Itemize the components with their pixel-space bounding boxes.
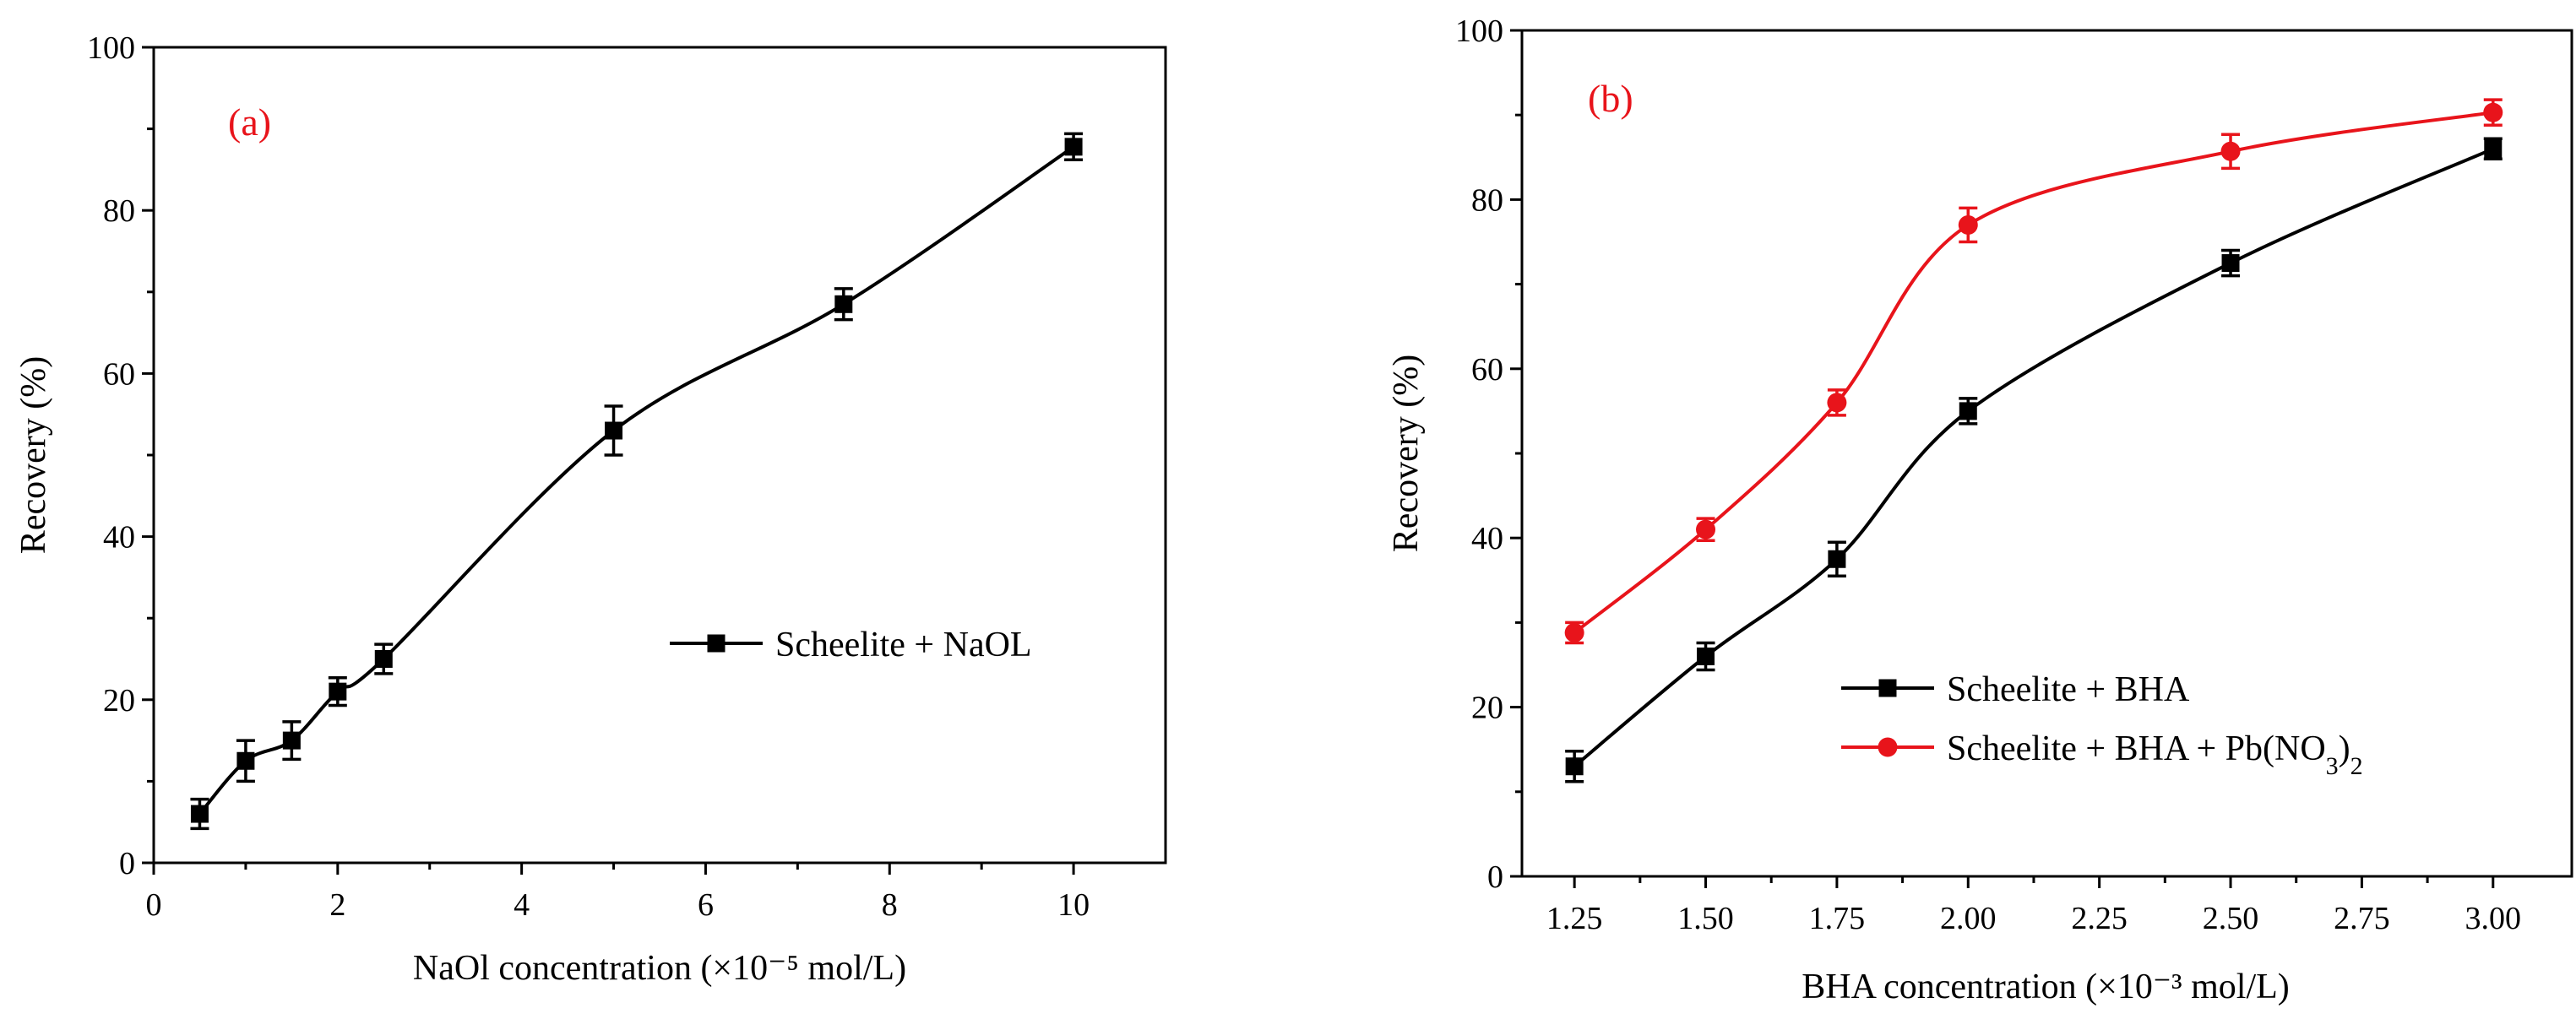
data-point bbox=[1064, 138, 1083, 156]
data-point bbox=[2484, 139, 2503, 158]
data-point bbox=[2483, 102, 2503, 122]
y-tick-label: 100 bbox=[1455, 14, 1503, 49]
legend-label-part: Scheelite + BHA + Pb(NO bbox=[1947, 729, 2326, 768]
y-tick-label: 60 bbox=[1471, 352, 1503, 388]
data-point bbox=[374, 650, 393, 668]
x-tick-label: 2 bbox=[329, 887, 345, 923]
panel-label: (b) bbox=[1588, 77, 1633, 120]
data-point bbox=[329, 682, 347, 701]
series-line bbox=[1573, 111, 2494, 634]
legend-entry: Scheelite + BHA bbox=[1841, 670, 2190, 709]
data-point bbox=[1565, 757, 1584, 776]
x-axis-label: BHA concentration (×10⁻³ mol/L) bbox=[1802, 968, 2290, 1006]
data-point bbox=[605, 421, 623, 440]
legend-entry: Scheelite + BHA + Pb(NO3)2 bbox=[1841, 729, 2363, 780]
x-tick-label: 8 bbox=[882, 887, 898, 923]
x-tick-label: 1.50 bbox=[1677, 901, 1734, 936]
x-axis-label: NaOl concentration (×10⁻⁵ mol/L) bbox=[413, 949, 906, 988]
x-tick-label: 2.75 bbox=[2334, 901, 2390, 936]
y-tick-label: 40 bbox=[1471, 521, 1503, 556]
data-point bbox=[2220, 141, 2241, 161]
legend-marker bbox=[707, 634, 726, 653]
legend-label: Scheelite + NaOL bbox=[775, 626, 1032, 664]
data-point bbox=[1959, 402, 1977, 420]
data-point bbox=[282, 731, 301, 750]
data-point bbox=[1958, 214, 1978, 235]
x-tick-label: 1.25 bbox=[1546, 901, 1603, 936]
data-point bbox=[1828, 550, 1846, 568]
data-point bbox=[236, 751, 255, 770]
series-0 bbox=[1565, 137, 2503, 783]
y-tick-label: 0 bbox=[119, 846, 135, 881]
x-tick-label: 4 bbox=[514, 887, 530, 923]
series-0 bbox=[190, 132, 1084, 831]
x-tick-label: 2.25 bbox=[2071, 901, 2128, 936]
series-line bbox=[198, 145, 1075, 816]
legend-marker bbox=[1878, 737, 1898, 757]
plot-frame bbox=[152, 46, 1167, 865]
legend-entry: Scheelite + NaOL bbox=[670, 626, 1032, 664]
series-1 bbox=[1564, 98, 2503, 645]
y-tick-label: 40 bbox=[103, 520, 135, 556]
data-point bbox=[1696, 519, 1716, 539]
chart-panel-b: 1.25 1.50 1.75 2.00 2.25 2.50 2.75 3.00 0 20 40 60 8… bbox=[1387, 14, 2573, 1006]
x-tick-label: 0 bbox=[146, 887, 162, 923]
x-tick-label: 2.00 bbox=[1940, 901, 1997, 936]
legend-label: Scheelite + BHA + Pb(NO3)2 bbox=[1947, 729, 2363, 780]
y-tick-label: 60 bbox=[103, 356, 135, 392]
y-tick-label: 100 bbox=[87, 30, 135, 66]
y-tick-label: 80 bbox=[1471, 182, 1503, 218]
x-tick-label: 2.50 bbox=[2203, 901, 2259, 936]
data-point bbox=[190, 805, 209, 823]
legend-label-part: ) bbox=[2339, 729, 2350, 768]
y-tick-label: 20 bbox=[103, 683, 135, 718]
data-point bbox=[1827, 393, 1847, 413]
x-tick-label: 1.75 bbox=[1809, 901, 1866, 936]
data-point bbox=[2221, 254, 2240, 273]
x-tick-label: 3.00 bbox=[2465, 901, 2522, 936]
x-tick-label: 6 bbox=[698, 887, 714, 923]
data-point bbox=[834, 295, 853, 313]
y-axis-label: Recovery (%) bbox=[14, 356, 53, 554]
legend-label-part: 3 bbox=[2326, 752, 2339, 780]
y-axis-label: Recovery (%) bbox=[1387, 355, 1426, 552]
legend-label: Scheelite + BHA bbox=[1947, 670, 2190, 709]
y-tick-label: 80 bbox=[103, 193, 135, 229]
y-tick-label: 20 bbox=[1471, 691, 1503, 726]
legend-label-part: 2 bbox=[2350, 752, 2363, 780]
x-tick-label: 10 bbox=[1057, 887, 1090, 923]
panel-label: (a) bbox=[228, 100, 271, 144]
y-tick-label: 0 bbox=[1487, 859, 1503, 895]
data-point bbox=[1697, 647, 1715, 665]
legend-marker bbox=[1878, 679, 1897, 697]
data-point bbox=[1564, 622, 1584, 642]
